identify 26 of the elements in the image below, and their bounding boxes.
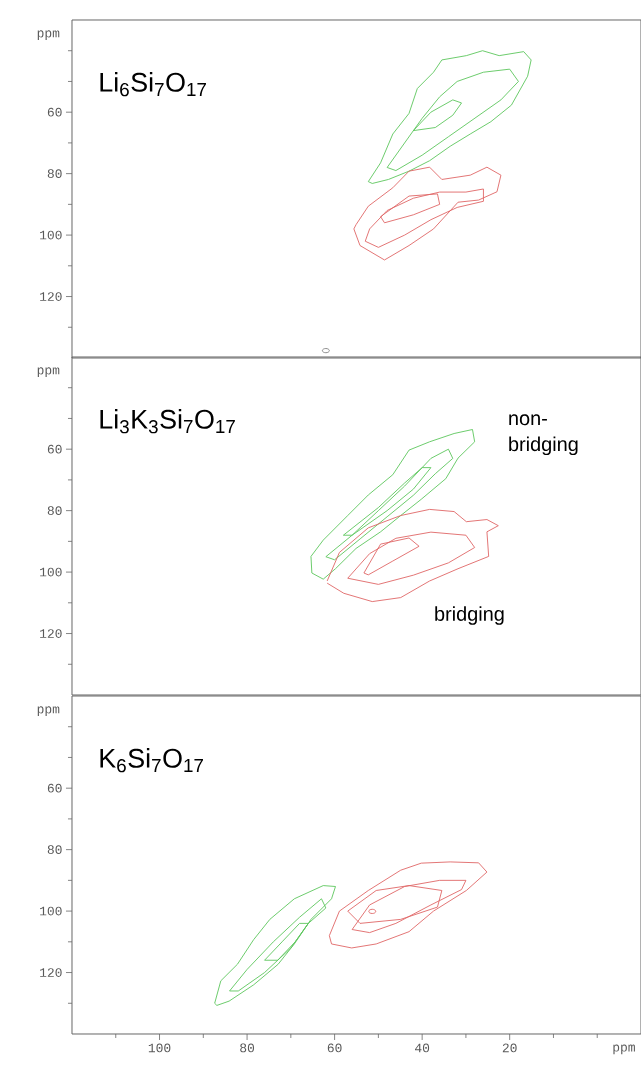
x-tick-label: 80 [240,1043,255,1053]
y-tick-label: 100 [40,230,62,240]
y-axis-title: ppm [37,706,60,717]
text: Li$_{3}$K$_{3}$Si$_{7}$O$_{17}$ [100,409,235,434]
x-tick-label: 60 [327,1043,342,1053]
x-tick-label: 100 [148,1043,171,1053]
x-tick-label: 40 [415,1043,430,1053]
y-tick-label: 100 [40,567,62,577]
x-axis-title: ppm [613,1044,635,1055]
y-axis-title: ppm [37,367,60,378]
annotation: non-bridging [509,414,578,456]
text: K$_{6}$Si$_{7}$O$_{17}$ [100,748,203,773]
y-tick-label: 80 [47,845,62,855]
y-tick-label: 80 [47,169,62,179]
y-tick-label: 120 [40,629,62,638]
y-axis-title: ppm [37,30,60,41]
y-tick-label: 60 [47,444,62,454]
annotation: bridging [435,606,504,625]
text: Li$_{6}$Si$_{7}$O$_{17}$ [100,72,206,97]
y-tick-label: 60 [47,107,62,117]
y-tick-label: 60 [47,783,62,793]
y-tick-label: 100 [40,906,62,916]
x-tick-label: 20 [502,1043,517,1053]
y-tick-label: 80 [47,506,62,516]
y-tick-label: 120 [40,968,62,977]
y-tick-label: 120 [40,292,62,301]
